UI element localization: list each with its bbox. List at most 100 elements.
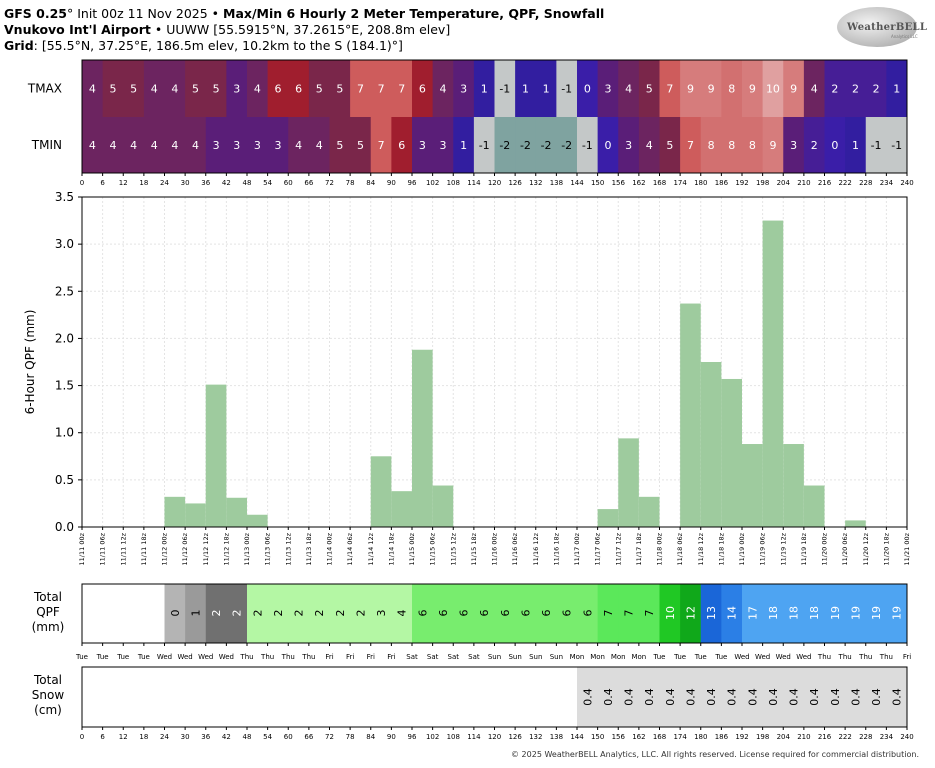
tmax-cell xyxy=(432,60,454,117)
tmin-cell xyxy=(597,117,619,173)
tmax-cell xyxy=(659,60,681,117)
tmax-value: 7 xyxy=(378,83,385,96)
hour-axis-bottom-label: 150 xyxy=(591,733,604,741)
bullet: • xyxy=(207,6,224,21)
total-snow-cell xyxy=(680,667,702,727)
tmax-value: 4 xyxy=(625,83,632,96)
hour-axis-bottom-label: 108 xyxy=(447,733,460,741)
chart-title: Max/Min 6 Hourly 2 Meter Temperature, QP… xyxy=(223,6,605,21)
day-axis-label: Wed xyxy=(776,653,791,661)
tmax-value: 2 xyxy=(873,83,880,96)
qpf-bar xyxy=(721,378,742,527)
row-label-tmin: TMIN xyxy=(31,138,62,152)
total-qpf-cell xyxy=(762,584,784,643)
tmax-value: 5 xyxy=(213,83,220,96)
qpf-bar xyxy=(845,520,866,527)
qpf-xtick-label: 11/14 00z xyxy=(326,532,334,565)
qpf-bar xyxy=(432,485,454,527)
qpf-xtick-label: 11/20 18z xyxy=(882,532,890,565)
grid-line: Grid: [55.5°N, 37.25°E, 186.5m elev, 10.… xyxy=(4,38,403,54)
hour-axis-bottom-label: 66 xyxy=(304,733,313,741)
hour-axis-bottom-label: 132 xyxy=(529,733,542,741)
tmax-value: 0 xyxy=(584,83,591,96)
hour-axis-top-label: 12 xyxy=(119,179,128,187)
day-axis-label: Wed xyxy=(177,653,192,661)
total-qpf-cell xyxy=(577,584,599,643)
qpf-xtick-label: 11/11 12z xyxy=(119,532,127,565)
qpf-xtick-label: 11/11 00z xyxy=(78,532,86,565)
tmin-cell xyxy=(680,117,702,173)
copyright-notice: © 2025 WeatherBELL Analytics, LLC. All r… xyxy=(511,750,919,759)
total-qpf-label: (mm) xyxy=(32,620,65,634)
total-qpf-value: 7 xyxy=(602,610,615,617)
qpf-bar xyxy=(803,485,825,527)
hour-axis-top-label: 150 xyxy=(591,179,604,187)
qpf-xtick-label: 11/17 00z xyxy=(573,532,581,565)
hour-axis-bottom-label: 162 xyxy=(632,733,645,741)
tmax-cell xyxy=(700,60,722,117)
day-axis-label: Tue xyxy=(673,653,686,661)
qpf-bar xyxy=(618,438,639,527)
total-qpf-cell xyxy=(370,584,392,643)
tmax-cell xyxy=(185,60,207,117)
hour-axis-top-label: 228 xyxy=(859,179,872,187)
tmax-value: -1 xyxy=(499,83,510,96)
total-qpf-cell xyxy=(432,584,454,643)
tmin-value: -1 xyxy=(479,139,490,152)
total-snow-value: 0.4 xyxy=(788,688,801,706)
total-snow-value: 0.4 xyxy=(726,688,739,706)
tmax-value: 7 xyxy=(666,83,673,96)
tmax-value: 6 xyxy=(274,83,281,96)
qpf-xtick-label: 11/15 18z xyxy=(470,532,478,565)
total-qpf-cell xyxy=(164,584,186,643)
hour-axis-top-label: 180 xyxy=(694,179,707,187)
total-qpf-value: 6 xyxy=(540,610,553,617)
hour-axis-top-label: 216 xyxy=(818,179,832,187)
qpf-bar xyxy=(680,303,701,527)
tmax-value: 5 xyxy=(336,83,343,96)
hour-axis-top-label: 162 xyxy=(632,179,645,187)
tmax-cell xyxy=(597,60,619,117)
tmax-cell xyxy=(308,60,330,117)
qpf-bar xyxy=(638,496,660,527)
hour-axis-bottom-label: 42 xyxy=(222,733,231,741)
hour-axis-bottom-label: 96 xyxy=(408,733,417,741)
total-qpf-value: 6 xyxy=(499,610,512,617)
tmin-cell xyxy=(473,117,495,173)
tmin-cell xyxy=(721,117,743,173)
tmin-cell xyxy=(123,117,145,173)
total-qpf-cell xyxy=(185,584,207,643)
hour-axis-bottom-label: 18 xyxy=(139,733,148,741)
qpf-xtick-label: 11/13 18z xyxy=(305,532,313,565)
day-axis-label: Thu xyxy=(239,653,253,661)
qpf-xtick-label: 11/13 06z xyxy=(264,532,272,565)
qpf-ytick-label: 3.0 xyxy=(55,237,74,251)
hour-axis-top-label: 78 xyxy=(346,179,355,187)
tmin-cell xyxy=(638,117,660,173)
total-qpf-value: 14 xyxy=(726,606,739,620)
tmax-value: 3 xyxy=(460,83,467,96)
day-axis-label: Thu xyxy=(260,653,274,661)
total-snow-value: 0.4 xyxy=(643,688,656,706)
tmin-value: -1 xyxy=(582,139,593,152)
total-snow-label: Snow xyxy=(32,688,65,702)
qpf-xtick-label: 11/19 12z xyxy=(779,532,787,565)
hour-axis-top-label: 72 xyxy=(325,179,334,187)
total-qpf-cell xyxy=(205,584,227,643)
tmax-cell xyxy=(803,60,825,117)
total-snow-value: 0.4 xyxy=(602,688,615,706)
total-qpf-cell xyxy=(515,584,537,643)
total-snow-value: 0.4 xyxy=(581,688,594,706)
tmin-value: 3 xyxy=(419,139,426,152)
qpf-xtick-label: 11/19 18z xyxy=(800,532,808,565)
day-axis-label: Thu xyxy=(858,653,872,661)
tmax-value: 6 xyxy=(295,83,302,96)
tmax-value: 6 xyxy=(419,83,426,96)
total-snow-cell xyxy=(803,667,825,727)
qpf-xtick-label: 11/18 18z xyxy=(717,532,725,565)
hour-axis-bottom-label: 204 xyxy=(777,733,791,741)
tmax-cell xyxy=(638,60,660,117)
hour-axis-bottom-label: 186 xyxy=(715,733,729,741)
hour-axis-bottom-label: 156 xyxy=(612,733,626,741)
day-axis-label: Tue xyxy=(694,653,707,661)
